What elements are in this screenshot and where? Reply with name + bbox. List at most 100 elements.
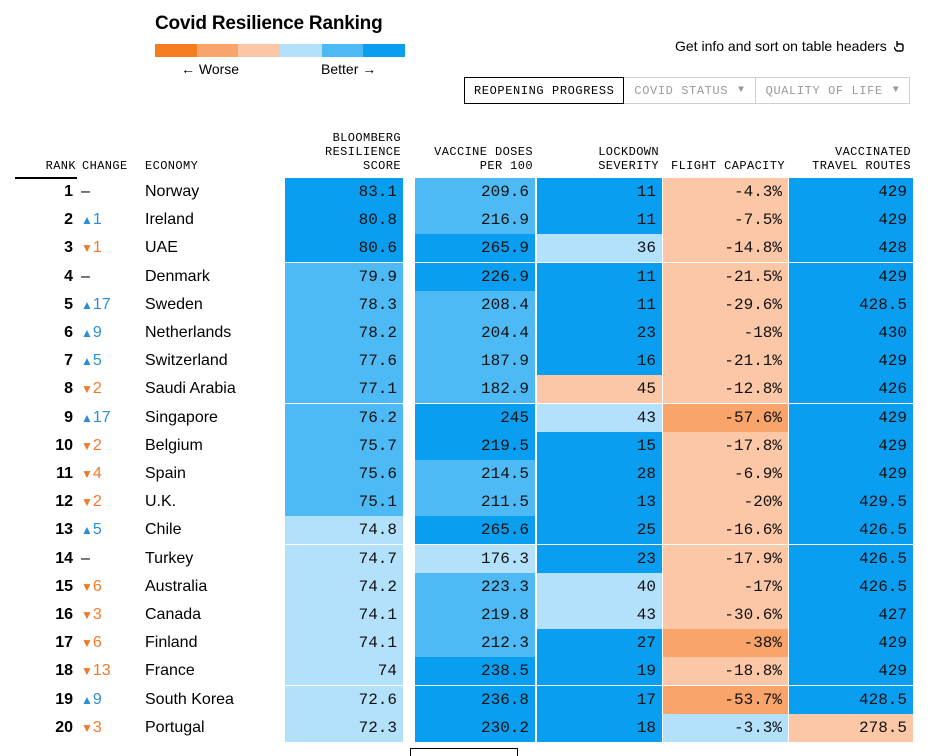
score-cell: 75.7 [285, 431, 403, 460]
change-value: ▼4 [81, 465, 102, 483]
flight-cell: -18% [663, 319, 788, 347]
flight-cell: -30.6% [663, 601, 788, 629]
table-row[interactable]: 6 ▲9 Netherlands 78.2 204.4 23 -18% 430 [0, 319, 933, 347]
change-value: ▲9 [81, 691, 102, 709]
header-rank[interactable]: RANK [30, 159, 76, 173]
tab-covid-status[interactable]: COVID STATUS ▼ [624, 77, 756, 104]
header-resilience-score[interactable]: BLOOMBERG RESILIENCE SCORE [285, 131, 401, 173]
table-row[interactable]: 2 ▲1 Ireland 80.8 216.9 11 -7.5% 429 [0, 206, 933, 235]
rank-value: 5 [64, 295, 73, 313]
table-row[interactable]: 11 ▼4 Spain 75.6 214.5 28 -6.9% 429 [0, 460, 933, 488]
header-label: CHANGE [82, 159, 128, 173]
flight-cell: -3.3% [663, 713, 788, 742]
arrow-down-icon: ▼ [81, 579, 93, 594]
rank-value: 13 [55, 521, 73, 539]
table-row[interactable]: 19 ▲9 South Korea 72.6 236.8 17 -53.7% 428.5 [0, 685, 933, 714]
flight-cell: -16.6% [663, 516, 788, 545]
routes-cell: 428.5 [789, 685, 913, 714]
flight-cell: -21.1% [663, 347, 788, 376]
change-number: 13 [92, 662, 111, 680]
tab-label: QUALITY OF LIFE [765, 83, 883, 98]
table-row[interactable]: 8 ▼2 Saudi Arabia 77.1 182.9 45 -12.8% 426 [0, 375, 933, 404]
arrow-down-icon: ▼ [81, 467, 93, 481]
table-row[interactable]: 10 ▼2 Belgium 75.7 219.5 15 -17.8% 429 [0, 431, 933, 460]
vaccine-cell: 211.5 [415, 488, 535, 517]
routes-cell: 427 [789, 601, 913, 629]
table-row[interactable]: 7 ▲5 Switzerland 77.6 187.9 16 -21.1% 429 [0, 347, 933, 376]
change-number: 9 [92, 690, 102, 708]
rank-value: 8 [64, 380, 73, 398]
change-value: ▼13 [81, 662, 111, 680]
change-number: 1 [92, 239, 102, 257]
table-row[interactable]: 14– Turkey 74.7 176.3 23 -17.9% 426.5 [0, 544, 933, 573]
routes-cell: 429 [789, 629, 913, 658]
tab-quality-of-life[interactable]: QUALITY OF LIFE ▼ [755, 77, 911, 104]
rank-value: 6 [64, 324, 73, 341]
arrow-down-icon: ▼ [81, 608, 93, 622]
change-number: 4 [92, 465, 102, 482]
arrow-down-icon: ▼ [81, 438, 93, 453]
rank-value: 12 [55, 493, 73, 511]
routes-cell: 426.5 [789, 544, 913, 573]
flight-cell: -38% [663, 629, 788, 658]
routes-cell: 278.5 [789, 713, 913, 742]
header-label: PER 100 [479, 159, 533, 173]
change-number: – [81, 549, 90, 567]
table-row[interactable]: 20 ▼3 Portugal 72.3 230.2 18 -3.3% 278.5 [0, 713, 933, 742]
flight-cell: -17.8% [663, 431, 788, 460]
routes-cell: 428 [789, 234, 913, 263]
rank-value: 9 [64, 408, 73, 426]
arrow-up-icon: ▲ [81, 297, 93, 312]
table-row[interactable]: 3 ▼1 UAE 80.6 265.9 36 -14.8% 428 [0, 234, 933, 263]
table-row[interactable]: 1– Norway 83.1 209.6 11 -4.3% 429 [0, 178, 933, 206]
routes-cell: 428.5 [789, 290, 913, 319]
table-row[interactable]: 13 ▲5 Chile 74.8 265.6 25 -16.6% 426.5 [0, 516, 933, 545]
table-row[interactable]: 5 ▲17 Sweden 78.3 208.4 11 -29.6% 428.5 [0, 290, 933, 319]
rank-value: 7 [64, 352, 73, 370]
table-row[interactable]: 16 ▼3 Canada 74.1 219.8 43 -30.6% 427 [0, 601, 933, 629]
change-number: 5 [92, 521, 102, 539]
economy-name: Chile [145, 521, 182, 539]
tab-label: COVID STATUS [634, 83, 729, 98]
routes-cell: 429 [789, 431, 913, 460]
change-value: ▲1 [81, 211, 102, 229]
header-label: TRAVEL ROUTES [812, 159, 911, 173]
table-row[interactable]: 17 ▼6 Finland 74.1 212.3 27 -38% 429 [0, 629, 933, 658]
change-value: ▼6 [81, 634, 102, 652]
change-value: – [81, 550, 90, 568]
chevron-down-icon: ▼ [738, 85, 745, 96]
table-row[interactable]: 9 ▲17 Singapore 76.2 245 43 -57.6% 429 [0, 403, 933, 432]
vaccine-cell: 236.8 [415, 685, 535, 714]
arrow-down-icon: ▼ [81, 636, 93, 651]
header-label: BLOOMBERG [332, 131, 401, 145]
legend-swatch [238, 44, 281, 57]
economy-name: Singapore [145, 408, 218, 426]
table-row[interactable]: 18 ▼13 France 74 238.5 19 -18.8% 429 [0, 657, 933, 686]
score-cell: 74.1 [285, 629, 403, 658]
routes-cell: 429.5 [789, 488, 913, 517]
change-number: 2 [92, 493, 102, 511]
rank-value: 11 [56, 465, 73, 482]
routes-cell: 429 [789, 657, 913, 686]
header-flight-capacity[interactable]: FLIGHT CAPACITY [663, 159, 785, 173]
lockdown-cell: 19 [537, 657, 662, 686]
score-cell: 75.6 [285, 460, 403, 488]
header-vaccinated-travel-routes[interactable]: VACCINATED TRAVEL ROUTES [790, 145, 911, 173]
table-row[interactable]: 12 ▼2 U.K. 75.1 211.5 13 -20% 429.5 [0, 488, 933, 517]
rank-value: 19 [55, 690, 73, 708]
info-hint: Get info and sort on table headers [675, 38, 904, 54]
rank-value: 20 [55, 718, 73, 736]
header-economy[interactable]: ECONOMY [145, 159, 198, 173]
table-row[interactable]: 4– Denmark 79.9 226.9 11 -21.5% 429 [0, 262, 933, 291]
legend-swatch [280, 44, 322, 57]
tab-reopening-progress[interactable]: REOPENING PROGRESS [464, 77, 625, 104]
score-cell: 78.3 [285, 290, 403, 319]
score-cell: 83.1 [285, 178, 403, 206]
table-row[interactable]: 15 ▼6 Australia 74.2 223.3 40 -17% 426.5 [0, 572, 933, 601]
header-lockdown-severity[interactable]: LOCKDOWN SEVERITY [540, 145, 659, 173]
header-change[interactable]: CHANGE [82, 159, 128, 173]
header-vaccine-doses[interactable]: VACCINE DOSES PER 100 [415, 145, 533, 173]
lockdown-cell: 11 [537, 178, 662, 206]
change-number: 6 [92, 634, 102, 652]
header-label: SEVERITY [598, 159, 659, 173]
